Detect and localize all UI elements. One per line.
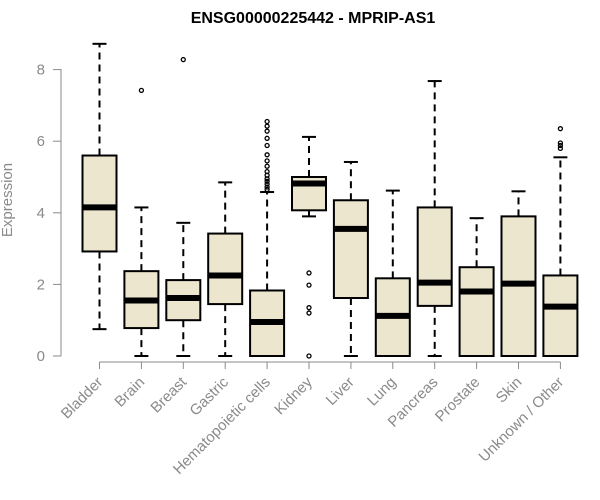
outlier-point — [138, 87, 145, 94]
box-group — [249, 118, 286, 357]
outlier-point — [180, 56, 186, 63]
outlier-point — [557, 126, 564, 132]
outlier-point — [264, 123, 270, 129]
outlier-point — [264, 152, 270, 158]
iqr-box — [207, 232, 244, 306]
box-group — [291, 135, 327, 359]
outlier-point — [264, 158, 270, 164]
outlier-point — [306, 270, 312, 276]
y-tick-label: 8 — [37, 62, 45, 79]
outlier-point — [264, 178, 270, 184]
outlier-point — [264, 135, 270, 141]
x-tick-label: Lung — [364, 374, 400, 410]
x-tick-label: Prostate — [432, 374, 484, 426]
x-tick-label: Liver — [323, 374, 358, 409]
chart-title: ENSG00000225442 - MPRIP-AS1 — [191, 10, 436, 27]
box-group — [81, 42, 118, 331]
iqr-box — [542, 274, 579, 358]
outlier-point — [306, 282, 312, 288]
outlier-point — [264, 181, 270, 187]
box-group — [207, 181, 244, 357]
y-tick-label: 2 — [37, 276, 45, 293]
outlier-point — [264, 163, 270, 169]
y-tick-label: 4 — [37, 205, 45, 222]
box-group — [374, 189, 411, 357]
box-group — [332, 160, 369, 357]
box-group — [458, 217, 495, 357]
outlier-point — [264, 186, 270, 193]
box-group — [416, 80, 453, 357]
x-tick-label: Breast — [147, 373, 190, 416]
x-tick-label: Brain — [111, 374, 148, 411]
y-axis: 0 2 4 6 8 — [37, 62, 62, 365]
outlier-point — [306, 310, 312, 316]
x-tick-label: Kidney — [271, 373, 316, 418]
outlier-point — [557, 140, 564, 146]
outlier-point — [306, 353, 312, 359]
x-tick-label: Bladder — [58, 374, 107, 423]
outlier-point — [264, 118, 270, 125]
y-axis-label: Expression — [0, 163, 16, 237]
box-group — [123, 87, 160, 357]
outlier-point — [557, 142, 564, 149]
outlier-point — [264, 184, 270, 190]
y-tick-label: 6 — [37, 133, 45, 150]
iqr-box — [81, 154, 118, 253]
box-group — [165, 56, 202, 357]
box-group — [500, 190, 537, 357]
outlier-point — [264, 168, 270, 175]
outlier-point — [264, 128, 270, 134]
box-group — [542, 126, 579, 358]
iqr-box — [332, 199, 369, 300]
x-tick-label: Skin — [493, 374, 526, 407]
plot-area — [81, 42, 579, 359]
outlier-point — [557, 145, 564, 152]
y-tick-label: 0 — [37, 348, 45, 365]
iqr-box — [458, 266, 495, 357]
outlier-point — [306, 305, 312, 311]
outlier-point — [264, 142, 270, 149]
iqr-box — [416, 206, 453, 307]
